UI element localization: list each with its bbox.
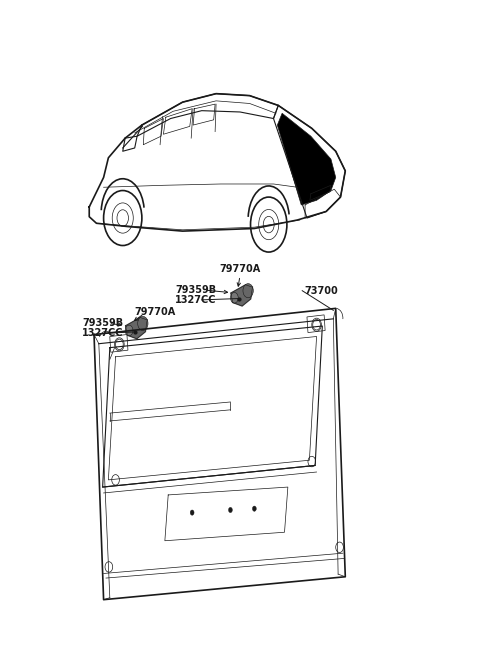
Text: 79770A: 79770A <box>135 306 176 317</box>
Circle shape <box>230 293 238 303</box>
Text: 79359B: 79359B <box>175 285 216 295</box>
Text: 73700: 73700 <box>305 285 338 296</box>
Text: 79359B: 79359B <box>82 318 123 329</box>
Circle shape <box>125 325 133 336</box>
Bar <box>307 315 325 333</box>
Polygon shape <box>277 113 336 205</box>
Bar <box>110 335 128 352</box>
Polygon shape <box>126 318 147 338</box>
Circle shape <box>228 507 232 512</box>
Circle shape <box>243 283 253 298</box>
Text: 79770A: 79770A <box>219 264 261 274</box>
Text: 1327CC: 1327CC <box>82 328 123 338</box>
Circle shape <box>252 506 256 511</box>
Text: 1327CC: 1327CC <box>175 295 217 305</box>
Polygon shape <box>231 285 252 306</box>
Circle shape <box>190 510 194 515</box>
Circle shape <box>138 316 148 331</box>
